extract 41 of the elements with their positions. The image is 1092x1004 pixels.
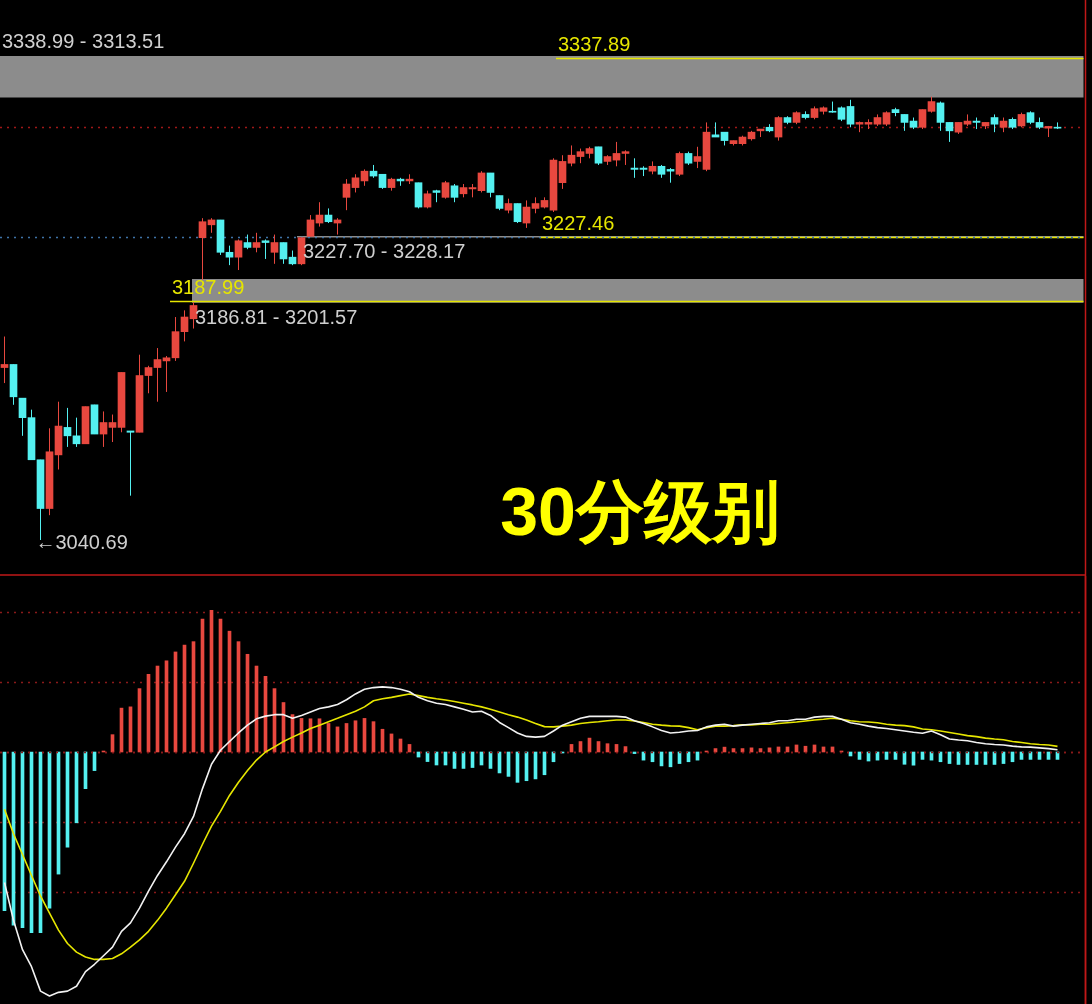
candlestick bbox=[450, 183, 459, 203]
candlestick bbox=[945, 121, 954, 143]
candlestick bbox=[279, 242, 288, 265]
candlestick bbox=[144, 365, 153, 394]
candlestick bbox=[594, 146, 603, 166]
candlestick bbox=[846, 99, 855, 128]
candlestick bbox=[918, 109, 927, 130]
candlestick bbox=[774, 115, 783, 142]
candlestick bbox=[108, 414, 117, 443]
candlestick bbox=[513, 203, 522, 224]
candlestick bbox=[270, 234, 279, 265]
candlestick bbox=[234, 238, 243, 271]
candlestick bbox=[567, 144, 576, 167]
candlestick bbox=[675, 151, 684, 177]
annotation: 3227.46 bbox=[542, 212, 615, 235]
text: 30分级别 bbox=[500, 473, 780, 549]
candlestick bbox=[693, 146, 702, 169]
annotation: 3186.81 - 3201.57 bbox=[195, 306, 358, 329]
candlestick bbox=[630, 157, 639, 179]
annotation: ←3040.69 bbox=[35, 530, 128, 553]
candlestick bbox=[252, 232, 261, 253]
candlestick bbox=[126, 430, 135, 497]
candlestick bbox=[99, 410, 108, 448]
candlestick bbox=[180, 309, 189, 342]
candlestick bbox=[558, 154, 567, 190]
candlestick bbox=[0, 336, 9, 384]
candlestick bbox=[342, 178, 351, 211]
candlestick bbox=[198, 217, 207, 281]
text: 3337.89 bbox=[558, 33, 631, 56]
candlestick bbox=[18, 397, 27, 437]
candlestick bbox=[261, 238, 270, 260]
candlestick bbox=[225, 245, 234, 266]
text: 3338.99 - 3313.51 bbox=[2, 30, 165, 53]
candlestick bbox=[162, 355, 171, 393]
candlestick bbox=[63, 407, 72, 448]
candlestick bbox=[486, 172, 495, 198]
candlestick bbox=[306, 214, 315, 237]
candlestick bbox=[153, 347, 162, 403]
candlestick bbox=[351, 173, 360, 193]
candlestick bbox=[936, 101, 945, 132]
candlestick bbox=[72, 417, 81, 448]
